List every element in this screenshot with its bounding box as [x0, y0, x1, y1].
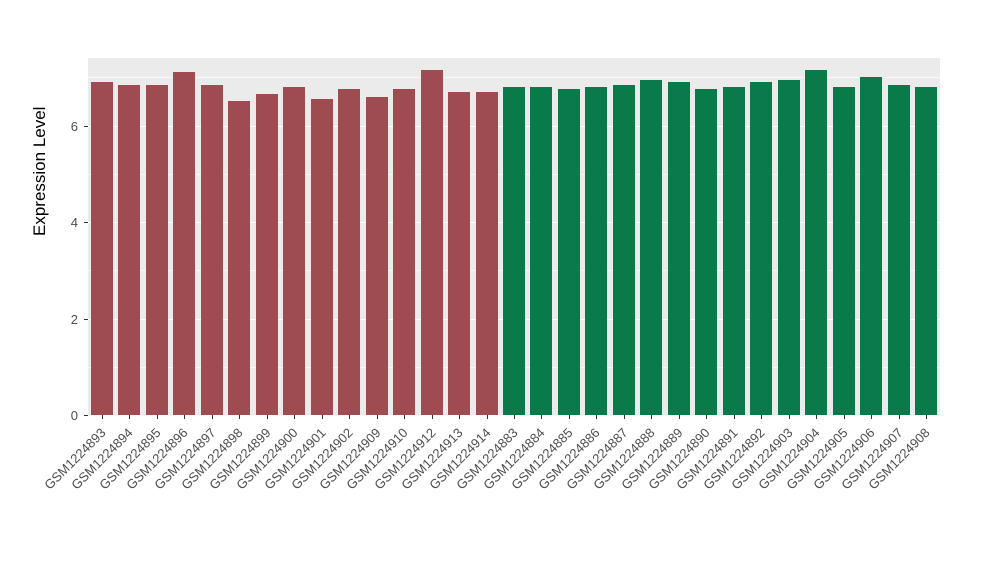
x-tick-mark	[733, 415, 735, 419]
x-tick-mark	[761, 415, 763, 419]
bar	[310, 99, 333, 415]
bar	[503, 86, 525, 415]
x-tick-mark	[926, 415, 928, 419]
x-tick-mark	[843, 415, 845, 419]
x-tick-mark	[211, 415, 213, 419]
bar	[585, 86, 608, 415]
bar	[200, 84, 223, 415]
y-tick-label: 2	[70, 311, 78, 327]
bar	[90, 82, 113, 415]
bar	[722, 86, 745, 415]
bar	[530, 86, 553, 415]
bar	[612, 84, 635, 415]
bar	[667, 82, 690, 415]
y-tick-label: 6	[70, 118, 78, 134]
x-tick-mark	[486, 415, 488, 419]
x-tick-mark	[459, 415, 461, 419]
x-tick-mark	[376, 415, 378, 419]
y-tick-mark	[84, 318, 88, 320]
bar	[805, 70, 828, 415]
bar	[173, 72, 196, 415]
y-tick-mark	[84, 415, 88, 416]
bar	[255, 94, 278, 415]
x-tick-mark	[514, 415, 515, 419]
x-tick-mark	[404, 415, 406, 419]
bar	[448, 91, 471, 415]
x-tick-mark	[651, 415, 653, 419]
x-tick-mark	[541, 415, 543, 419]
x-tick-mark	[678, 415, 680, 419]
x-tick-mark	[568, 415, 570, 419]
bar	[887, 84, 910, 415]
bar	[228, 101, 251, 415]
bar	[365, 96, 388, 415]
x-tick-mark	[321, 415, 323, 419]
y-tick-label: 4	[70, 215, 78, 231]
x-tick-mark	[266, 415, 268, 419]
y-tick-mark	[84, 125, 88, 127]
x-tick-mark	[898, 415, 900, 419]
y-tick-mark	[84, 222, 88, 224]
x-tick-mark	[184, 415, 186, 419]
y-tick-label: 0	[70, 408, 78, 423]
bar	[283, 86, 306, 415]
x-tick-mark	[816, 415, 818, 419]
x-tick-mark	[129, 415, 131, 419]
x-tick-mark	[431, 415, 433, 419]
bar	[860, 77, 883, 415]
x-tick-mark	[156, 415, 158, 419]
bar	[393, 89, 416, 415]
bar	[475, 91, 498, 415]
bar	[640, 79, 663, 415]
x-tick-mark	[101, 415, 103, 419]
bar	[420, 70, 443, 415]
bar	[557, 89, 580, 415]
x-tick-mark	[596, 415, 598, 419]
bar	[915, 86, 938, 415]
x-tick-mark	[706, 415, 708, 419]
bar	[750, 82, 773, 415]
plot-panel	[88, 58, 940, 417]
x-tick-mark	[871, 415, 873, 419]
bar	[118, 84, 141, 415]
bar	[695, 89, 718, 415]
x-tick-mark	[623, 415, 625, 419]
x-tick-mark	[349, 415, 351, 419]
bar	[338, 89, 361, 415]
gridline-minor	[88, 77, 940, 78]
x-tick-mark	[788, 415, 790, 419]
bar	[832, 86, 855, 415]
x-tick-mark	[294, 415, 296, 419]
bar	[145, 84, 168, 415]
x-tick-mark	[239, 415, 241, 419]
bar	[777, 79, 800, 415]
